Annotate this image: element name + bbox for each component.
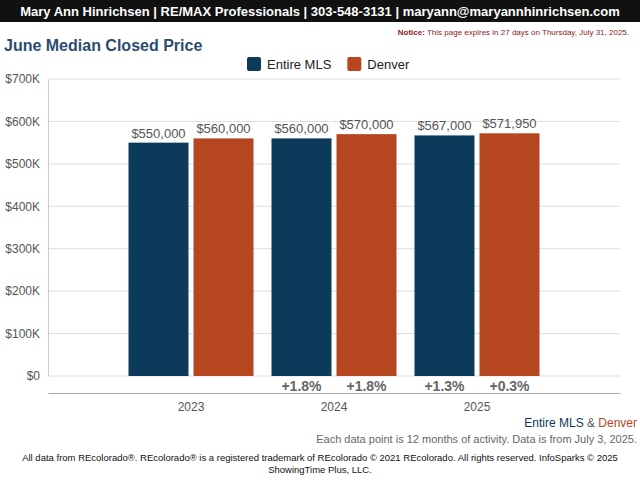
legend: Entire MLS Denver bbox=[247, 57, 410, 72]
legend-label: Denver bbox=[367, 57, 410, 72]
data-label: $550,000 bbox=[131, 126, 185, 141]
footer-line: ShowingTime Plus, LLC. bbox=[268, 464, 372, 475]
data-label: $570,000 bbox=[339, 117, 393, 132]
caption-series: Denver bbox=[598, 416, 637, 430]
bar bbox=[480, 133, 540, 376]
change-label: +1.3% bbox=[424, 378, 465, 394]
caption: Entire MLS & Denver bbox=[524, 416, 637, 430]
grid bbox=[48, 79, 620, 376]
x-tick: 2023 bbox=[178, 393, 205, 414]
bars bbox=[129, 133, 540, 376]
y-tick-label: $500K bbox=[5, 157, 40, 171]
chart: Mary Ann Hinrichsen | RE/MAX Professiona… bbox=[0, 0, 640, 480]
title: June Median Closed Price bbox=[4, 37, 202, 54]
bar bbox=[415, 135, 475, 376]
bar bbox=[272, 138, 332, 376]
legend-swatch bbox=[347, 57, 361, 71]
y-tick: $300K bbox=[5, 242, 48, 256]
grid-line bbox=[48, 79, 620, 80]
notice-text: This page expires in 27 days on Thursday… bbox=[425, 28, 629, 37]
x-tick-label: 2023 bbox=[178, 400, 205, 414]
data-labels: $550,000 $560,000 $567,000 $560,000 $570,000… bbox=[131, 116, 536, 140]
y-tick-label: $0 bbox=[27, 369, 41, 383]
x-tick: 2024 bbox=[321, 393, 348, 414]
x-axis-line bbox=[49, 393, 621, 394]
bar bbox=[337, 134, 397, 376]
legend-swatch bbox=[247, 57, 261, 71]
legend-label: Entire MLS bbox=[267, 57, 332, 72]
x-tick-label: 2024 bbox=[321, 400, 348, 414]
caption-series: Entire MLS bbox=[524, 416, 583, 430]
x-tick: 2025 bbox=[464, 393, 491, 414]
y-tick-label: $400K bbox=[5, 200, 40, 214]
y-tick: $500K bbox=[5, 157, 48, 171]
y-tick-label: $300K bbox=[5, 242, 40, 256]
data-label: $560,000 bbox=[196, 121, 250, 136]
data-label: $567,000 bbox=[417, 118, 471, 133]
y-axis-line bbox=[48, 80, 49, 377]
change-label: +0.3% bbox=[489, 378, 530, 394]
header: Mary Ann Hinrichsen | RE/MAX Professiona… bbox=[20, 4, 620, 19]
y-tick-label: $200K bbox=[5, 284, 40, 298]
y-tick: $200K bbox=[5, 284, 48, 298]
y-tick: $100K bbox=[5, 327, 48, 341]
y-tick-label: $700K bbox=[5, 72, 40, 86]
y-tick: $700K bbox=[5, 72, 48, 86]
header-bar bbox=[0, 0, 640, 22]
caption-joiner: & bbox=[584, 416, 599, 430]
change-labels: +1.8% +1.3% +1.8% +0.3% bbox=[281, 378, 530, 394]
y-axis: $0 $100K $200K $300K $400K $500K $600K $700K bbox=[5, 72, 48, 383]
x-axis: 2023 2024 2025 bbox=[49, 393, 621, 414]
x-tick-label: 2025 bbox=[464, 400, 491, 414]
notice: Notice: This page expires in 27 days on … bbox=[398, 28, 629, 37]
bar bbox=[194, 138, 254, 376]
data-label: $560,000 bbox=[274, 121, 328, 136]
bar bbox=[129, 143, 189, 376]
notice-label: Notice: bbox=[398, 28, 425, 37]
footer-line: All data from REcolorado®. REcolorado® i… bbox=[22, 452, 618, 463]
y-tick: $600K bbox=[5, 115, 48, 129]
change-label: +1.8% bbox=[346, 378, 387, 394]
data-label: $571,950 bbox=[482, 116, 536, 131]
y-tick: $400K bbox=[5, 200, 48, 214]
y-tick-label: $100K bbox=[5, 327, 40, 341]
y-tick: $0 bbox=[27, 369, 48, 383]
footnote: Each data point is 12 months of activity… bbox=[316, 433, 637, 445]
y-tick-label: $600K bbox=[5, 115, 40, 129]
change-label: +1.8% bbox=[281, 378, 322, 394]
